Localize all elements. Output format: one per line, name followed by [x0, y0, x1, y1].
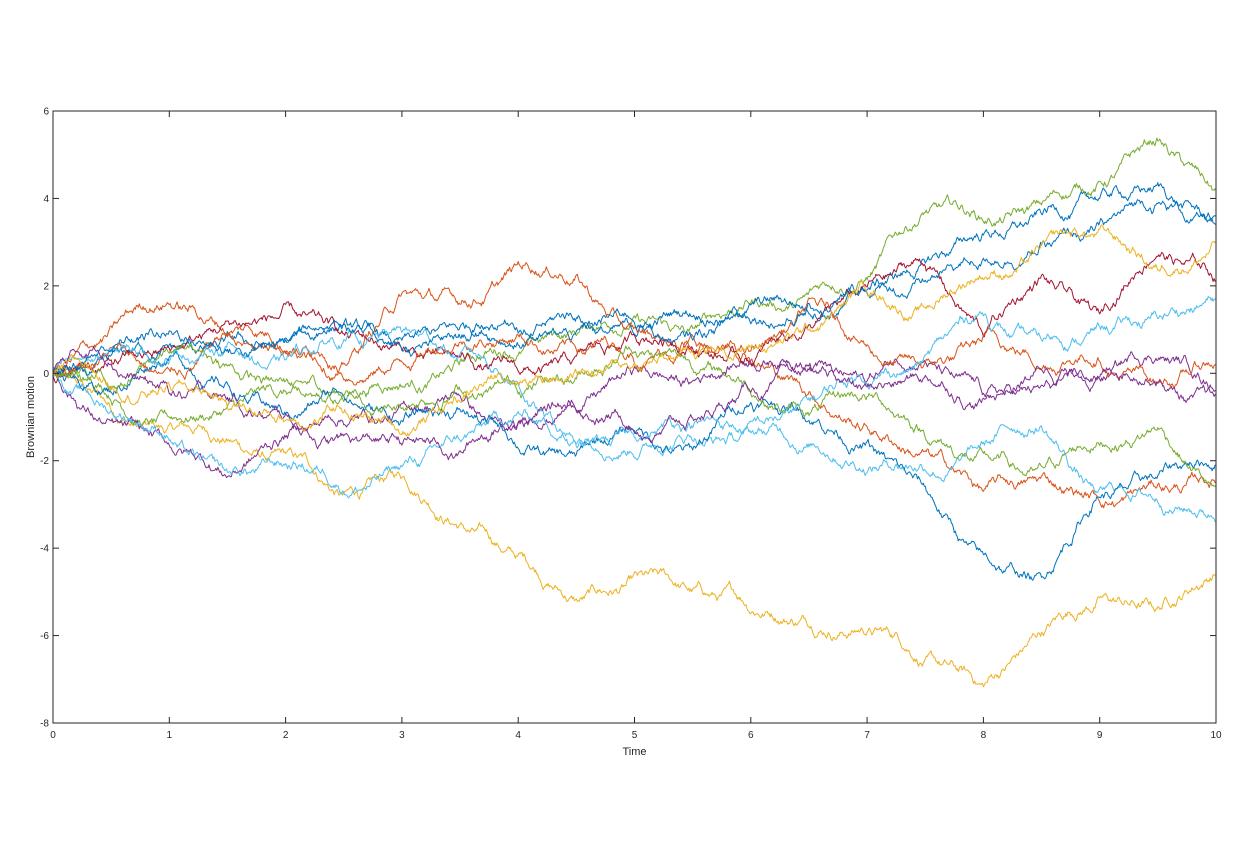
- x-tick-label: 4: [515, 730, 521, 741]
- x-axis-label: Time: [622, 746, 646, 758]
- x-tick-label: 2: [283, 730, 289, 741]
- series-line-1: [52, 368, 1217, 688]
- y-tick-label: -2: [40, 456, 49, 467]
- y-tick-label: -4: [40, 544, 49, 555]
- y-tick-label: -8: [40, 719, 49, 730]
- series-line-14: [52, 224, 1217, 437]
- x-tick-label: 3: [399, 730, 405, 741]
- y-tick-label: 4: [43, 194, 49, 205]
- x-tick-label: 10: [1210, 730, 1222, 741]
- series-line-4: [52, 261, 1216, 509]
- x-tick-label: 5: [632, 730, 638, 741]
- plot-background: [53, 111, 1216, 723]
- x-axis: 0 1 2 3 4 5 6 7 8 9 10: [50, 111, 1222, 741]
- series-line-8: [52, 350, 1217, 581]
- x-tick-label: 1: [167, 730, 173, 741]
- series-line-11: [52, 295, 1217, 449]
- series-line-2: [52, 137, 1217, 428]
- x-tick-label: 6: [748, 730, 754, 741]
- x-tick-label: 8: [981, 730, 987, 741]
- series-line-7: [52, 251, 1217, 384]
- series-line-6: [52, 370, 1217, 523]
- x-tick-label: 7: [864, 730, 870, 741]
- y-tick-label: -6: [40, 631, 49, 642]
- y-axis: -8 -6 -4 -2 0 2 4 6: [40, 107, 1216, 730]
- series-line-3: [52, 182, 1217, 379]
- y-tick-label: 0: [43, 369, 49, 380]
- series-line-12: [52, 345, 1217, 461]
- series-layer: [52, 137, 1217, 688]
- x-tick-label: 9: [1097, 730, 1103, 741]
- y-tick-label: 2: [43, 281, 49, 292]
- y-axis-label: Brownian motion: [25, 376, 37, 458]
- y-tick-label: 6: [43, 107, 49, 118]
- series-line-10: [52, 341, 1217, 488]
- series-line-5: [52, 351, 1217, 479]
- series-line-13: [52, 199, 1217, 376]
- x-tick-label: 0: [50, 730, 56, 741]
